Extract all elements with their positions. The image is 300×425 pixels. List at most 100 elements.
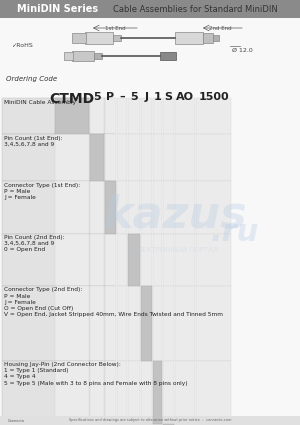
- Text: MiniDIN Series: MiniDIN Series: [17, 4, 99, 14]
- Bar: [90, 360, 104, 424]
- Text: Pin Count (2nd End):
3,4,5,6,7,8 and 9
0 = Open End: Pin Count (2nd End): 3,4,5,6,7,8 and 9 0…: [4, 235, 64, 252]
- Bar: [175, 181, 195, 233]
- Bar: [117, 286, 127, 360]
- Text: CTMD: CTMD: [50, 92, 94, 106]
- Bar: [141, 286, 152, 360]
- Bar: [2, 98, 114, 134]
- Bar: [196, 233, 231, 286]
- Bar: [196, 98, 231, 134]
- Text: Specifications and drawings are subject to alteration without prior notice  –  c: Specifications and drawings are subject …: [69, 419, 231, 422]
- Bar: [128, 134, 140, 181]
- Text: 5: 5: [93, 92, 101, 102]
- Bar: [90, 134, 104, 181]
- Bar: [117, 181, 127, 233]
- Bar: [105, 286, 116, 360]
- Bar: [113, 35, 121, 41]
- Bar: [90, 98, 104, 134]
- Bar: [153, 233, 162, 286]
- Bar: [141, 181, 152, 233]
- Bar: [128, 233, 140, 286]
- Bar: [128, 424, 140, 425]
- Bar: [175, 134, 195, 181]
- Bar: [55, 98, 89, 134]
- Bar: [105, 360, 116, 424]
- Bar: [105, 233, 116, 286]
- Bar: [105, 134, 116, 181]
- Bar: [117, 424, 127, 425]
- Bar: [2, 134, 114, 181]
- Bar: [175, 233, 195, 286]
- Text: P: P: [106, 92, 115, 102]
- Bar: [196, 424, 231, 425]
- Bar: [90, 286, 104, 360]
- Bar: [2, 360, 114, 424]
- Bar: [55, 134, 89, 181]
- Bar: [105, 181, 116, 233]
- Bar: [153, 134, 162, 181]
- Bar: [163, 233, 174, 286]
- Text: Connecto: Connecto: [8, 419, 25, 422]
- Text: AO: AO: [176, 92, 194, 102]
- Bar: [141, 424, 152, 425]
- Bar: [175, 98, 195, 134]
- Bar: [203, 33, 213, 43]
- Bar: [2, 233, 114, 286]
- Bar: [117, 360, 127, 424]
- Text: Ø 12.0: Ø 12.0: [232, 48, 253, 53]
- Bar: [55, 98, 89, 134]
- Bar: [153, 181, 162, 233]
- Bar: [90, 181, 104, 233]
- Text: 5: 5: [130, 92, 138, 102]
- Bar: [117, 233, 127, 286]
- Bar: [163, 98, 174, 134]
- Text: 1500: 1500: [198, 92, 229, 102]
- Bar: [163, 424, 174, 425]
- Text: ✓RoHS: ✓RoHS: [11, 43, 33, 48]
- Text: Connector Type (1st End):
P = Male
J = Female: Connector Type (1st End): P = Male J = F…: [4, 182, 80, 200]
- Bar: [175, 32, 203, 44]
- Bar: [0, 0, 300, 18]
- Text: ЭЛЕКТРОННЫЙ ПОРТАЛ: ЭЛЕКТРОННЫЙ ПОРТАЛ: [132, 246, 218, 253]
- Bar: [163, 181, 174, 233]
- Text: J: J: [145, 92, 148, 102]
- Bar: [55, 424, 89, 425]
- Bar: [128, 286, 140, 360]
- Bar: [55, 360, 89, 424]
- Bar: [2, 424, 114, 425]
- Bar: [163, 360, 174, 424]
- Text: Housing Jay-Pin (2nd Connector Below):
1 = Type 1 (Standard)
4 = Type 4
5 = Type: Housing Jay-Pin (2nd Connector Below): 1…: [4, 362, 188, 385]
- Bar: [153, 360, 162, 424]
- Bar: [163, 286, 174, 360]
- Bar: [90, 424, 104, 425]
- Text: Connector Type (2nd End):
P = Male
J = Female
O = Open End (Cut Off)
V = Open En: Connector Type (2nd End): P = Male J = F…: [4, 287, 223, 317]
- Bar: [72, 33, 86, 43]
- Bar: [213, 35, 219, 41]
- Bar: [2, 286, 114, 360]
- Bar: [90, 134, 104, 181]
- Bar: [128, 181, 140, 233]
- Text: 2nd End: 2nd End: [209, 26, 231, 31]
- Bar: [141, 360, 152, 424]
- Text: Pin Count (1st End):
3,4,5,6,7,8 and 9: Pin Count (1st End): 3,4,5,6,7,8 and 9: [4, 136, 62, 147]
- Text: –: –: [119, 92, 125, 102]
- Text: MiniDIN Cable Assembly: MiniDIN Cable Assembly: [4, 99, 76, 105]
- Bar: [160, 52, 176, 60]
- Bar: [175, 286, 195, 360]
- Bar: [117, 134, 127, 181]
- Bar: [175, 360, 195, 424]
- Bar: [196, 134, 231, 181]
- Bar: [55, 181, 89, 233]
- Bar: [105, 424, 116, 425]
- Bar: [196, 181, 231, 233]
- Text: 1st End: 1st End: [105, 26, 125, 31]
- Bar: [141, 286, 152, 360]
- Text: Cable Assemblies for Standard MiniDIN: Cable Assemblies for Standard MiniDIN: [112, 5, 278, 14]
- Bar: [94, 53, 102, 59]
- Bar: [163, 134, 174, 181]
- Bar: [141, 98, 152, 134]
- Bar: [141, 134, 152, 181]
- Bar: [196, 286, 231, 360]
- Bar: [175, 424, 195, 425]
- Bar: [128, 98, 140, 134]
- Bar: [64, 52, 73, 60]
